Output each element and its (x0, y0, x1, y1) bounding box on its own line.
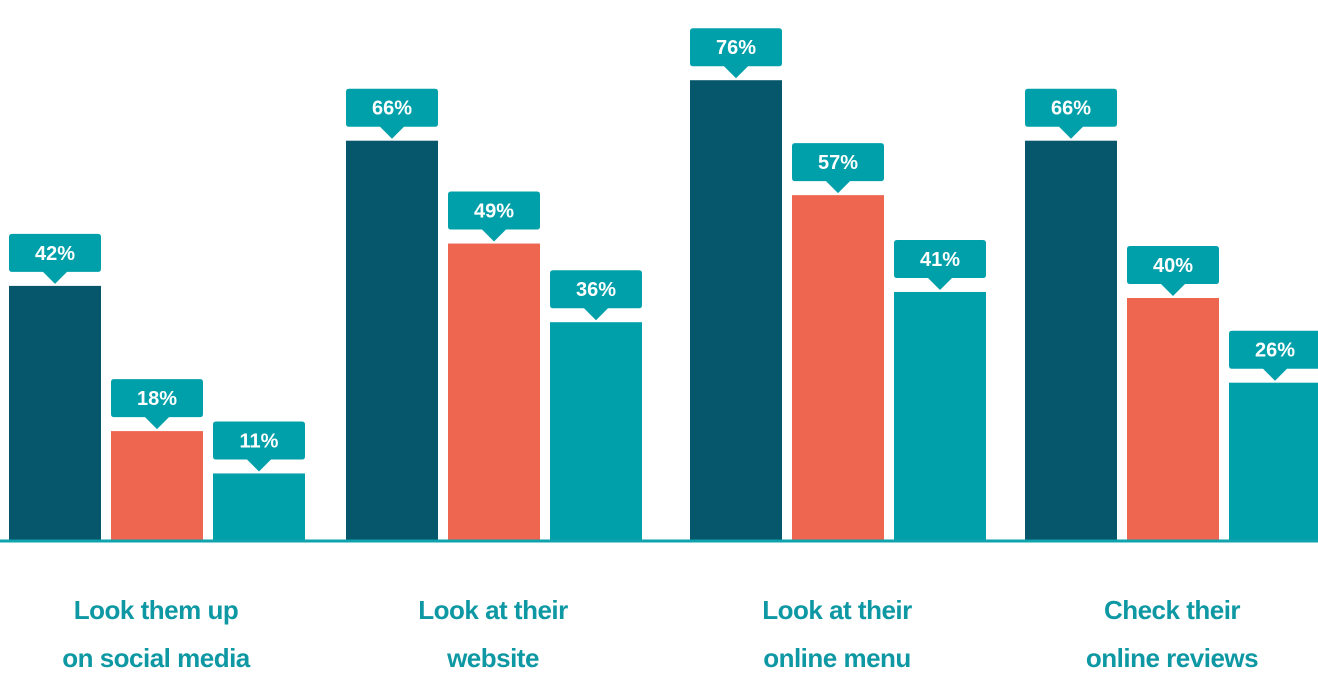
bar-s3-c1 (213, 473, 305, 540)
bar-s2-c1 (111, 431, 203, 540)
value-callout-s3-c3 (894, 239, 986, 290)
value-callout-s3-c4 (1229, 330, 1318, 381)
value-callout-s1-c4 (1025, 88, 1117, 139)
bars-group (9, 80, 1318, 541)
bar-s1-c4 (1025, 140, 1117, 540)
bar-s1-c2 (346, 140, 438, 540)
category-label-1-line-2: on social media (62, 643, 250, 673)
category-label-2-line-2: website (447, 643, 539, 673)
category-label-1: Look them up on social media (6, 586, 306, 682)
bar-s1-c1 (9, 285, 101, 540)
value-label-s1-c1: 42% (35, 243, 75, 265)
value-label-s2-c3: 57% (818, 152, 858, 174)
value-labels-group: 42% 66% 76% 66% 18% 49% 57% 40% 11% 36% 41% 26% (9, 28, 1318, 472)
value-label-s2-c2: 49% (474, 201, 514, 223)
value-callout-s1-c3 (690, 28, 782, 79)
bar-s3-c2 (550, 322, 642, 540)
value-callout-s2-c1 (111, 379, 203, 430)
value-callout-s1-c1 (9, 233, 101, 284)
category-label-3-line-2: online menu (763, 643, 911, 673)
value-callout-s1-c2 (346, 88, 438, 139)
category-label-2: Look at their website (343, 586, 643, 682)
bar-s2-c3 (792, 195, 884, 540)
category-label-3-line-1: Look at their (762, 595, 912, 625)
category-label-2-line-1: Look at their (418, 595, 568, 625)
value-label-s3-c4: 26% (1255, 340, 1295, 362)
value-label-s3-c3: 41% (920, 249, 960, 271)
value-callout-s2-c2 (448, 191, 540, 242)
bar-s1-c3 (690, 80, 782, 540)
category-label-3: Look at their online menu (687, 586, 987, 682)
value-label-s1-c4: 66% (1051, 98, 1091, 120)
bar-s2-c2 (448, 243, 540, 541)
bar-s3-c3 (894, 291, 986, 540)
value-callout-s3-c1 (213, 421, 305, 472)
value-callout-s2-c4 (1127, 246, 1219, 296)
category-label-4-line-2: online reviews (1085, 643, 1259, 673)
value-label-s1-c2: 66% (372, 98, 412, 120)
value-callout-s3-c2 (550, 270, 642, 321)
value-callout-s2-c3 (792, 143, 884, 194)
value-label-s1-c3: 76% (716, 37, 756, 59)
bar-s2-c4 (1127, 298, 1219, 540)
value-label-s2-c4: 40% (1153, 255, 1193, 277)
category-label-1-line-1: Look them up (73, 595, 239, 625)
category-label-4-line-1: Check their (1103, 595, 1241, 625)
bar-s3-c4 (1229, 382, 1318, 540)
value-label-s3-c2: 36% (576, 279, 616, 301)
value-label-s2-c1: 18% (137, 388, 177, 410)
value-label-s3-c1: 11% (240, 430, 279, 452)
category-label-4: Check their online reviews (1022, 586, 1318, 682)
